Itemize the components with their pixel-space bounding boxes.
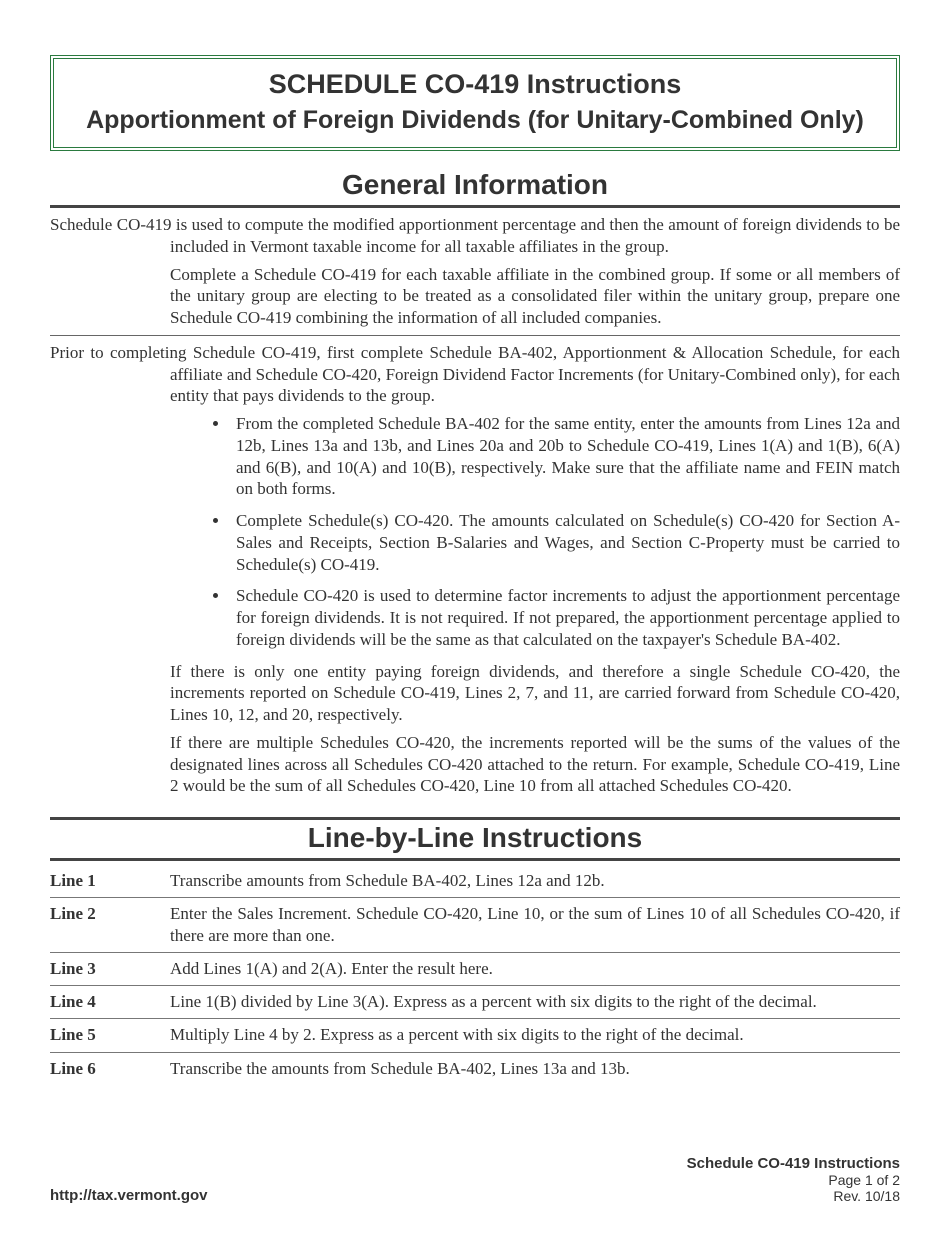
- page-footer: http://tax.vermont.gov Schedule CO-419 I…: [50, 1155, 900, 1204]
- bullet-item: Schedule CO-420 is used to determine fac…: [230, 585, 900, 650]
- line-row: Line 5 Multiply Line 4 by 2. Express as …: [50, 1019, 900, 1052]
- footer-revision: Rev. 10/18: [687, 1188, 900, 1204]
- schedule-subtitle: Apportionment of Foreign Dividends (for …: [62, 106, 888, 135]
- page: SCHEDULE CO-419 Instructions Apportionme…: [0, 0, 950, 1244]
- footer-page-number: Page 1 of 2: [687, 1172, 900, 1188]
- line-label: Line 4: [50, 991, 170, 1013]
- general-info-heading: General Information: [50, 169, 900, 201]
- general-p4: If there is only one entity paying forei…: [50, 661, 900, 726]
- line-row: Line 6 Transcribe the amounts from Sched…: [50, 1053, 900, 1085]
- line-text: Transcribe the amounts from Schedule BA-…: [170, 1058, 900, 1080]
- line-text: Line 1(B) divided by Line 3(A). Express …: [170, 991, 900, 1013]
- footer-doc-title: Schedule CO-419 Instructions: [687, 1155, 900, 1172]
- rule: [50, 817, 900, 820]
- rule: [50, 858, 900, 861]
- footer-url: http://tax.vermont.gov: [50, 1187, 208, 1204]
- line-row: Line 4 Line 1(B) divided by Line 3(A). E…: [50, 986, 900, 1019]
- title-box: SCHEDULE CO-419 Instructions Apportionme…: [50, 55, 900, 151]
- line-label: Line 1: [50, 870, 170, 892]
- schedule-title: SCHEDULE CO-419 Instructions: [62, 69, 888, 100]
- line-label: Line 3: [50, 958, 170, 980]
- general-p3: Prior to completing Schedule CO-419, fir…: [50, 342, 900, 407]
- general-p1: Schedule CO-419 is used to compute the m…: [50, 214, 900, 258]
- line-table: Line 1 Transcribe amounts from Schedule …: [50, 865, 900, 1085]
- line-text: Transcribe amounts from Schedule BA-402,…: [170, 870, 900, 892]
- line-label: Line 2: [50, 903, 170, 947]
- rule: [50, 335, 900, 336]
- line-text: Add Lines 1(A) and 2(A). Enter the resul…: [170, 958, 900, 980]
- bullet-item: Complete Schedule(s) CO-420. The amounts…: [230, 510, 900, 575]
- general-p2: Complete a Schedule CO-419 for each taxa…: [50, 264, 900, 329]
- line-row: Line 3 Add Lines 1(A) and 2(A). Enter th…: [50, 953, 900, 986]
- line-row: Line 1 Transcribe amounts from Schedule …: [50, 865, 900, 898]
- line-text: Enter the Sales Increment. Schedule CO-4…: [170, 903, 900, 947]
- line-instructions-heading: Line-by-Line Instructions: [50, 822, 900, 854]
- line-label: Line 6: [50, 1058, 170, 1080]
- footer-right: Schedule CO-419 Instructions Page 1 of 2…: [687, 1155, 900, 1204]
- general-p5: If there are multiple Schedules CO-420, …: [50, 732, 900, 797]
- general-bullets: From the completed Schedule BA-402 for t…: [50, 413, 900, 651]
- bullet-item: From the completed Schedule BA-402 for t…: [230, 413, 900, 500]
- line-text: Multiply Line 4 by 2. Express as a perce…: [170, 1024, 900, 1046]
- line-row: Line 2 Enter the Sales Increment. Schedu…: [50, 898, 900, 953]
- line-label: Line 5: [50, 1024, 170, 1046]
- rule: [50, 205, 900, 208]
